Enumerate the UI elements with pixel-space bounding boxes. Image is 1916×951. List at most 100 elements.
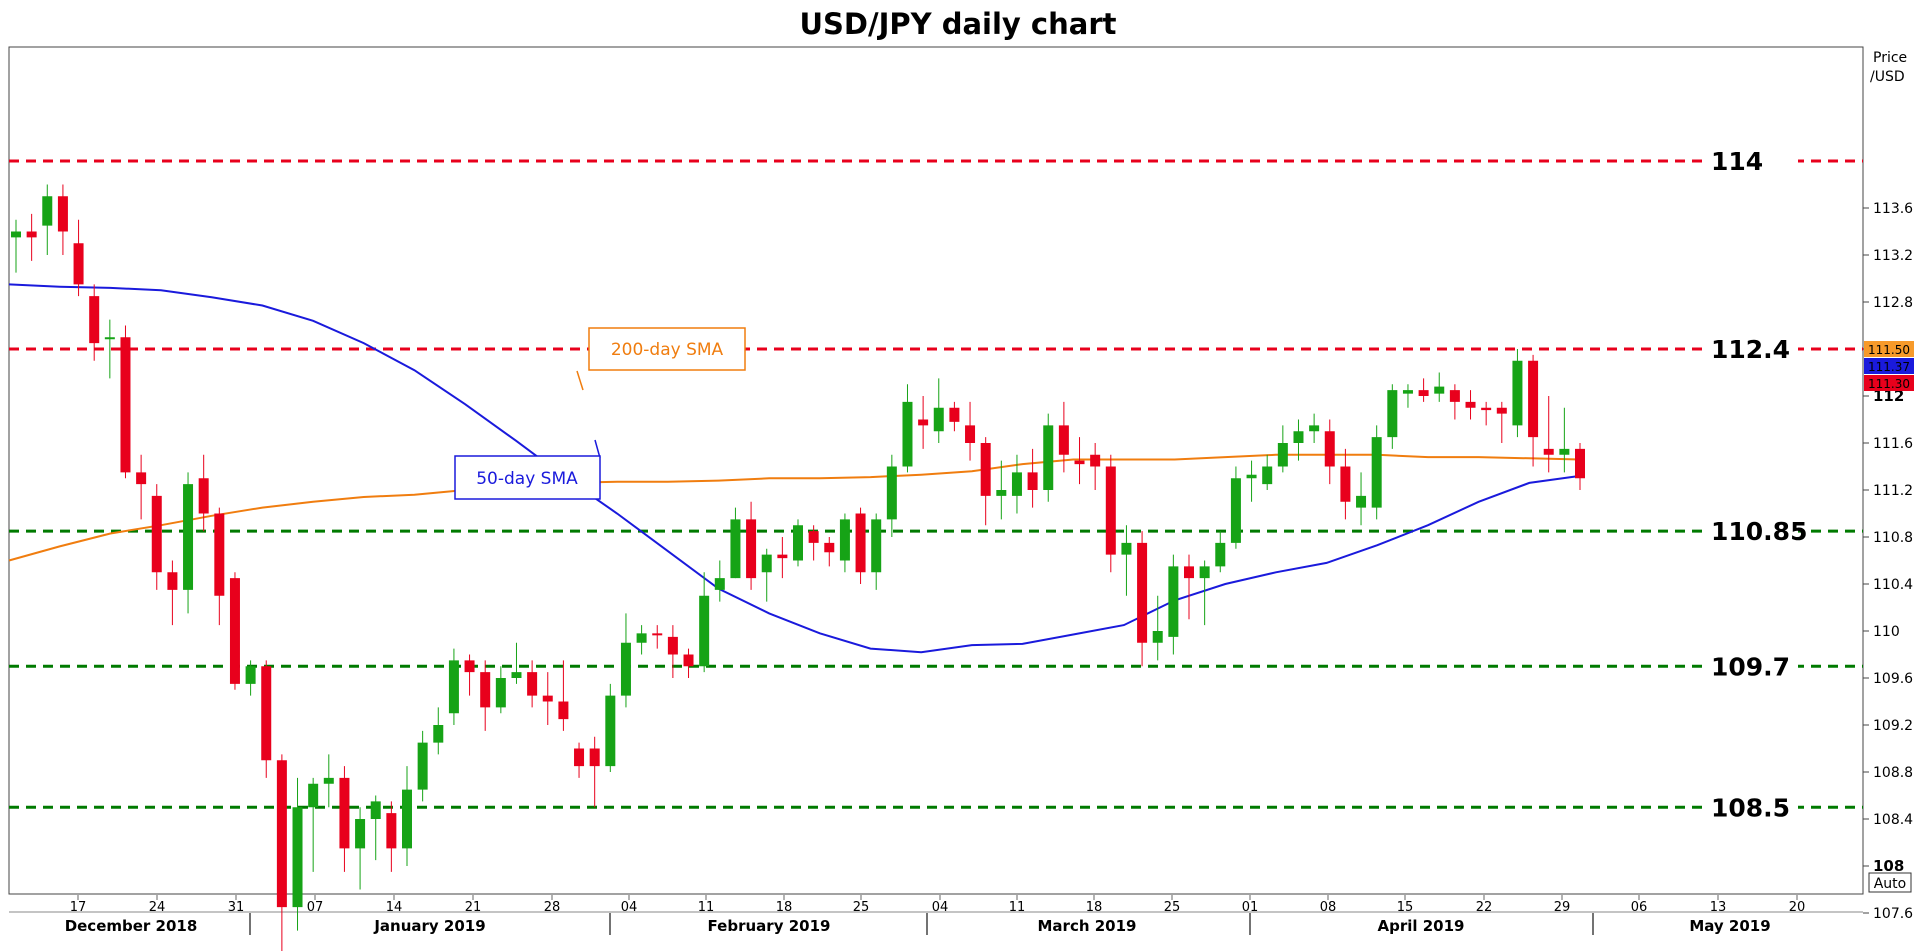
candle-body bbox=[683, 654, 694, 667]
price-tag-label: 111.50 bbox=[1868, 343, 1910, 357]
candle-body bbox=[26, 231, 37, 238]
candle-body bbox=[636, 633, 647, 643]
candle-body bbox=[1528, 360, 1539, 438]
level-label: 110.85 bbox=[1711, 517, 1807, 546]
date-tick-label: 18 bbox=[776, 900, 793, 915]
date-tick-label: 17 bbox=[70, 900, 87, 915]
candle-body bbox=[886, 466, 897, 520]
price-tick-label: 110 bbox=[1873, 624, 1900, 640]
sma-50-line bbox=[8, 283, 1581, 654]
month-label: April 2019 bbox=[1378, 917, 1465, 935]
price-tick-label: 112.8 bbox=[1873, 295, 1913, 311]
candle-body bbox=[996, 490, 1007, 496]
candle-body bbox=[1277, 443, 1288, 467]
candle-body bbox=[292, 807, 303, 908]
level-label-bg bbox=[1706, 792, 1798, 823]
auto-scale-label: Auto bbox=[1874, 876, 1907, 892]
date-tick-label: 13 bbox=[1710, 900, 1727, 915]
candle-body bbox=[699, 595, 710, 667]
candle-body bbox=[1465, 401, 1476, 408]
candle-body bbox=[1293, 431, 1304, 443]
candle-body bbox=[1559, 448, 1570, 455]
date-tick-label: 25 bbox=[1164, 900, 1181, 915]
price-tick-label: 107.6 bbox=[1873, 906, 1913, 922]
price-tick-label: 108.8 bbox=[1873, 765, 1913, 781]
price-tag bbox=[1864, 358, 1914, 374]
price-tick-label: 113.2 bbox=[1873, 248, 1913, 264]
candle-body bbox=[1543, 448, 1554, 455]
date-tick-label: 06 bbox=[1631, 900, 1648, 915]
date-tick-label: 08 bbox=[1320, 900, 1337, 915]
candle-body bbox=[229, 578, 240, 684]
candle-body bbox=[777, 554, 788, 559]
candle-body bbox=[417, 742, 428, 790]
candle-body bbox=[855, 513, 866, 573]
candle-body bbox=[589, 748, 600, 767]
candle-body bbox=[1090, 454, 1101, 467]
candle-body bbox=[214, 513, 225, 596]
date-axis: 17 24 31 07 14 21 28 04 11 18 25 04 11 18 25 01 08 15 22 29… bbox=[65, 895, 1806, 935]
annotations: 200-day SMA 50-day SMA bbox=[454, 327, 746, 500]
candle-body bbox=[308, 783, 319, 808]
candle-body bbox=[1434, 386, 1445, 394]
candle-body bbox=[871, 519, 882, 573]
date-tick-label: 04 bbox=[932, 900, 949, 915]
month-label: January 2019 bbox=[373, 917, 485, 935]
candle-body bbox=[339, 777, 350, 849]
date-tick-label: 31 bbox=[228, 900, 245, 915]
candle-body bbox=[1512, 360, 1523, 426]
candle-body bbox=[730, 519, 741, 579]
candle-body bbox=[1356, 495, 1367, 508]
candle-body bbox=[1230, 478, 1241, 543]
candle-body bbox=[1449, 390, 1460, 402]
candle-body bbox=[808, 531, 819, 543]
candle-body bbox=[323, 777, 334, 784]
level-label: 109.7 bbox=[1711, 652, 1790, 681]
candle-body bbox=[1168, 566, 1179, 637]
candle-body bbox=[620, 642, 631, 696]
sma-50-callout-leader bbox=[594, 439, 601, 459]
date-tick-label: 20 bbox=[1789, 900, 1806, 915]
price-tick-label: 111.2 bbox=[1873, 483, 1913, 499]
candle-body bbox=[511, 672, 522, 678]
candle-body bbox=[1011, 472, 1022, 496]
candle-body bbox=[1575, 448, 1585, 479]
date-tick-label: 04 bbox=[621, 900, 638, 915]
sma-200-callout bbox=[588, 327, 746, 371]
level-label-bg bbox=[1706, 146, 1798, 176]
price-tags: 111.50 111.37 111.30 bbox=[1864, 341, 1914, 391]
candle-body bbox=[136, 472, 147, 485]
sma-50-callout bbox=[454, 455, 601, 500]
candle-body bbox=[355, 819, 366, 849]
candle-body bbox=[1058, 425, 1069, 455]
date-tick-label: 11 bbox=[698, 900, 715, 915]
price-tick-label: 112 bbox=[1873, 387, 1904, 405]
candle-body bbox=[1309, 425, 1320, 432]
candle-body bbox=[104, 337, 115, 340]
chart-title: USD/JPY daily chart bbox=[799, 7, 1116, 41]
date-tick-label: 21 bbox=[465, 900, 482, 915]
date-tick-label: 11 bbox=[1009, 900, 1026, 915]
candle-body bbox=[1387, 390, 1398, 438]
candle-body bbox=[918, 419, 929, 426]
price-tick-label: 109.2 bbox=[1873, 718, 1913, 734]
candle-body bbox=[1199, 566, 1210, 579]
price-tick-label: 113.6 bbox=[1873, 201, 1913, 217]
auto-scale-button[interactable]: Auto bbox=[1868, 872, 1912, 893]
candle-body bbox=[261, 666, 272, 761]
candle-body bbox=[495, 678, 506, 708]
candle-body bbox=[1496, 407, 1507, 414]
candle-body bbox=[1105, 466, 1116, 555]
price-axis-title: Price /USD bbox=[1870, 50, 1912, 85]
candle-body bbox=[183, 484, 194, 590]
candle-body bbox=[1215, 542, 1226, 567]
candle-body bbox=[933, 407, 944, 432]
candle-body bbox=[433, 725, 444, 743]
candle-body bbox=[276, 760, 287, 908]
candle-body bbox=[980, 443, 991, 496]
price-tag-label: 111.37 bbox=[1868, 360, 1910, 374]
candle-body bbox=[558, 701, 569, 720]
candle-body bbox=[57, 196, 68, 232]
candle-body bbox=[793, 525, 803, 561]
